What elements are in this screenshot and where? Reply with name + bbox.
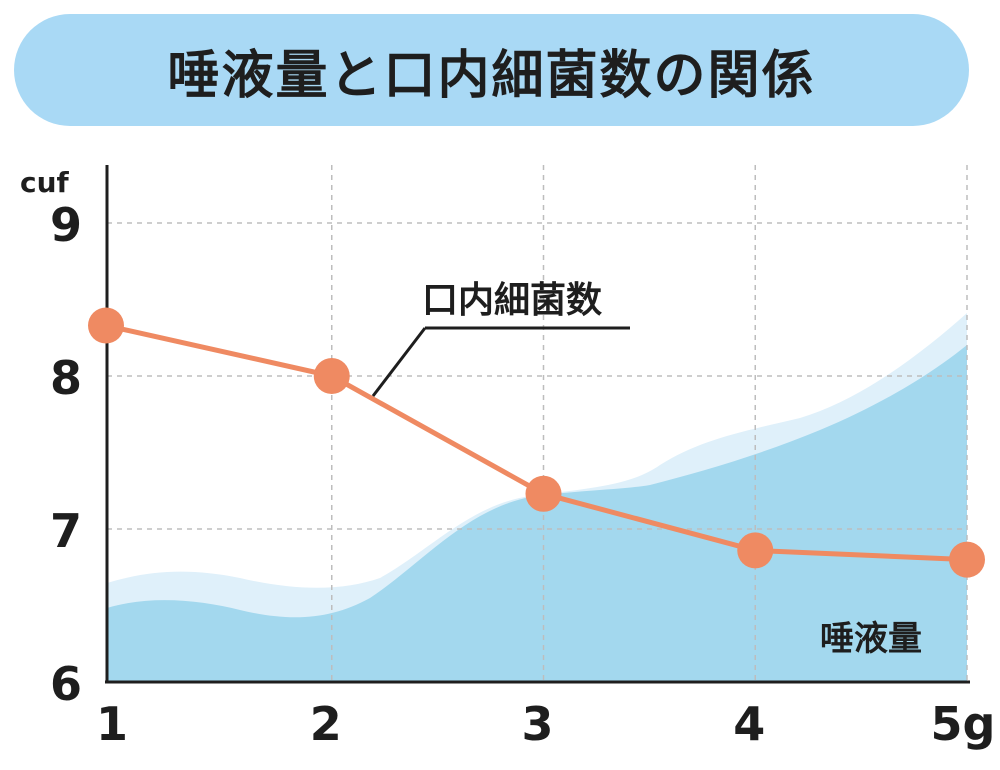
title-banner: 唾液量と口内細菌数の関係	[14, 14, 969, 126]
x-tick-label: 4	[733, 697, 765, 751]
x-tick-label: 1	[96, 697, 128, 751]
data-point-marker	[313, 358, 350, 394]
grid-lines	[107, 165, 968, 682]
data-point-marker	[737, 532, 774, 569]
data-point-marker	[949, 541, 985, 578]
y-tick-label: 8	[50, 351, 82, 405]
series-bacteria	[88, 307, 985, 578]
y-tick-labels: 6 7 8 9	[50, 198, 82, 711]
chart-title: 唾液量と口内細菌数の関係	[167, 45, 816, 106]
x-tick-label: 5g	[931, 697, 996, 751]
y-tick-label: 6	[50, 657, 82, 711]
x-tick-label: 2	[310, 697, 342, 751]
annotation-saliva-label: 唾液量	[820, 619, 922, 659]
y-unit-label: cuf	[20, 166, 70, 199]
x-tick-labels: 1 2 3 4 5g	[96, 697, 995, 751]
annotation-bacteria-label: 口内細菌数	[422, 280, 602, 321]
data-point-marker	[88, 307, 124, 344]
data-point-marker	[525, 475, 562, 512]
saliva-area	[107, 345, 967, 682]
x-tick-label: 3	[521, 697, 553, 751]
annotation-leader-diagonal	[371, 327, 427, 397]
y-tick-label: 9	[50, 198, 82, 252]
y-tick-label: 7	[50, 504, 82, 558]
